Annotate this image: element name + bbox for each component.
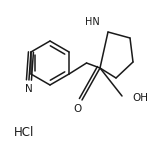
Text: O: O xyxy=(73,104,81,114)
Text: N: N xyxy=(25,84,33,94)
Text: OH: OH xyxy=(132,93,148,103)
Text: HN: HN xyxy=(85,17,100,27)
Text: HCl: HCl xyxy=(14,126,34,138)
